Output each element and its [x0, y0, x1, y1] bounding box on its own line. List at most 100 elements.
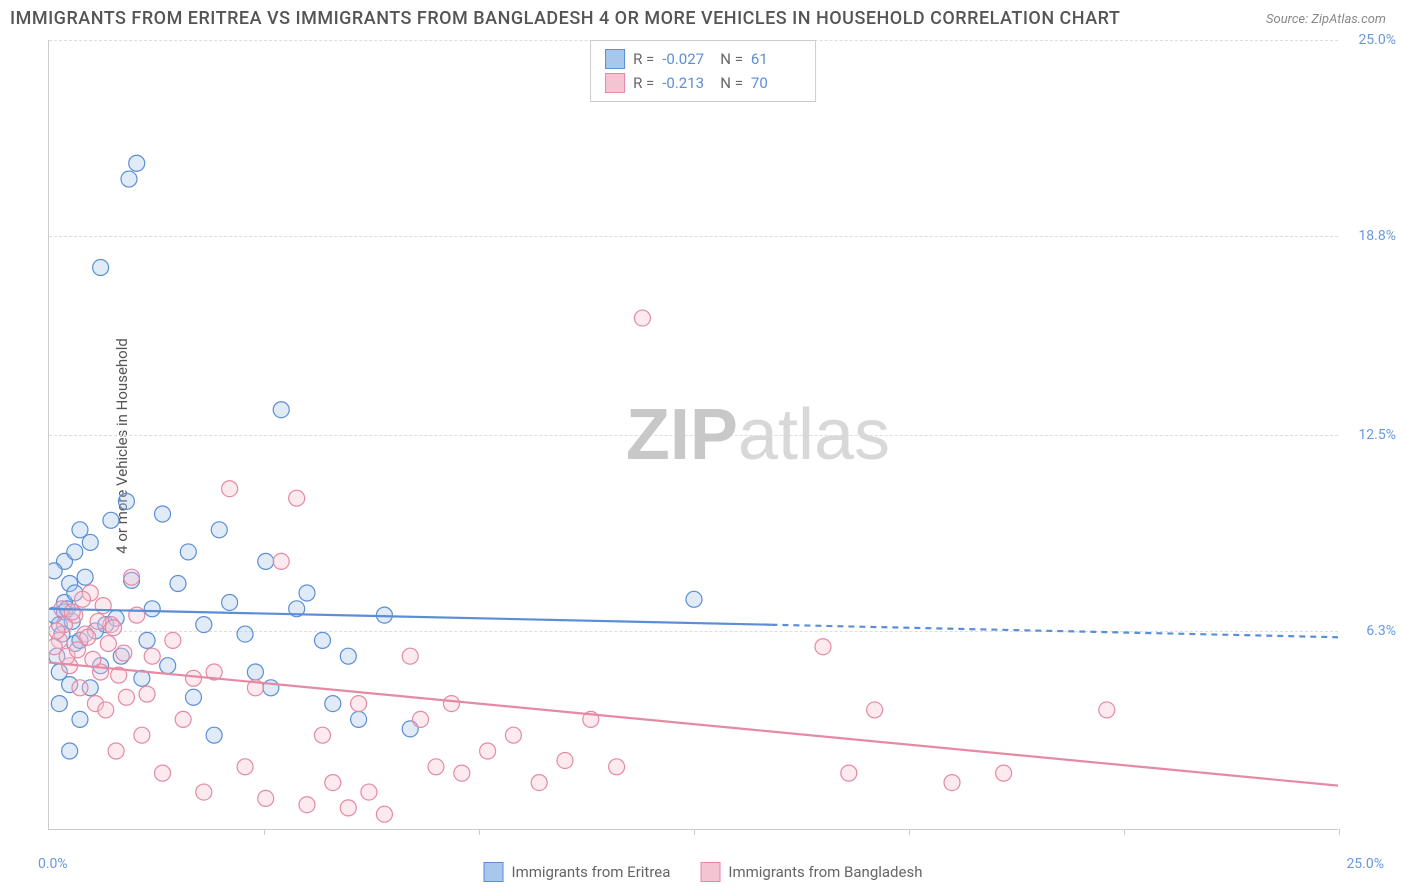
scatter-point — [72, 522, 88, 538]
legend-stats-row: R =-0.213N =70 — [605, 71, 801, 95]
scatter-point — [557, 752, 573, 768]
scatter-point — [273, 553, 289, 569]
legend-series-item: Immigrants from Bangladesh — [700, 862, 922, 882]
scatter-point — [160, 658, 176, 674]
scatter-point — [314, 632, 330, 648]
scatter-point — [51, 696, 67, 712]
scatter-point — [1099, 702, 1115, 718]
scatter-point — [340, 800, 356, 816]
scatter-point — [376, 806, 392, 822]
scatter-point — [944, 775, 960, 791]
scatter-point — [165, 632, 181, 648]
x-tick — [1339, 829, 1340, 835]
scatter-point — [103, 512, 119, 528]
legend-r-label: R = — [633, 47, 654, 71]
scatter-point — [118, 493, 134, 509]
scatter-point — [77, 569, 93, 585]
scatter-point — [815, 639, 831, 655]
legend-swatch — [605, 73, 625, 93]
legend-series-label: Immigrants from Bangladesh — [728, 863, 922, 881]
scatter-point — [211, 522, 227, 538]
legend-series: Immigrants from EritreaImmigrants from B… — [484, 862, 923, 882]
scatter-point — [185, 670, 201, 686]
legend-n-value: 61 — [751, 47, 801, 71]
y-tick-label: 6.3% — [1366, 623, 1396, 639]
scatter-point — [144, 648, 160, 664]
scatter-point — [841, 765, 857, 781]
scatter-point — [124, 569, 140, 585]
scatter-point — [996, 765, 1012, 781]
x-tick — [1124, 829, 1125, 835]
scatter-point — [237, 759, 253, 775]
scatter-point — [428, 759, 444, 775]
scatter-point — [121, 171, 137, 187]
legend-stats: R =-0.027N =61R =-0.213N =70 — [590, 40, 816, 102]
x-max-label: 25.0% — [1346, 856, 1384, 872]
scatter-point — [72, 680, 88, 696]
scatter-point — [299, 585, 315, 601]
scatter-point — [85, 651, 101, 667]
scatter-point — [49, 563, 62, 579]
scatter-point — [361, 784, 377, 800]
scatter-point — [100, 636, 116, 652]
scatter-point — [98, 702, 114, 718]
scatter-point — [129, 155, 145, 171]
scatter-point — [247, 664, 263, 680]
y-tick-label: 18.8% — [1358, 228, 1396, 244]
scatter-point — [108, 743, 124, 759]
plot-area: ZIPatlas 6.3%12.5%18.8%25.0% — [48, 40, 1338, 830]
scatter-point — [75, 591, 91, 607]
scatter-point — [222, 594, 238, 610]
scatter-point — [454, 765, 470, 781]
legend-r-label: R = — [633, 71, 654, 95]
legend-n-value: 70 — [751, 71, 801, 95]
legend-swatch — [700, 862, 720, 882]
legend-r-value: -0.027 — [662, 47, 712, 71]
x-tick — [694, 829, 695, 835]
x-tick — [909, 829, 910, 835]
x-origin-label: 0.0% — [38, 856, 68, 872]
trend-line — [49, 609, 771, 625]
scatter-point — [93, 260, 109, 276]
chart-svg — [49, 40, 1338, 829]
scatter-point — [196, 784, 212, 800]
scatter-point — [106, 620, 122, 636]
scatter-point — [325, 696, 341, 712]
scatter-point — [237, 626, 253, 642]
scatter-point — [443, 696, 459, 712]
scatter-point — [116, 645, 132, 661]
scatter-point — [95, 598, 111, 614]
scatter-point — [402, 648, 418, 664]
legend-swatch — [484, 862, 504, 882]
scatter-point — [139, 632, 155, 648]
scatter-point — [155, 765, 171, 781]
scatter-point — [80, 629, 96, 645]
scatter-point — [185, 689, 201, 705]
scatter-point — [340, 648, 356, 664]
scatter-point — [180, 544, 196, 560]
y-tick-label: 12.5% — [1358, 427, 1396, 443]
y-tick-label: 25.0% — [1358, 32, 1396, 48]
scatter-point — [170, 576, 186, 592]
scatter-point — [325, 775, 341, 791]
scatter-point — [273, 402, 289, 418]
scatter-point — [314, 727, 330, 743]
scatter-point — [413, 711, 429, 727]
scatter-point — [206, 727, 222, 743]
scatter-point — [634, 310, 650, 326]
scatter-point — [480, 743, 496, 759]
scatter-point — [196, 617, 212, 633]
scatter-point — [686, 591, 702, 607]
scatter-point — [175, 711, 191, 727]
scatter-point — [351, 696, 367, 712]
scatter-point — [609, 759, 625, 775]
source-credit: Source: ZipAtlas.com — [1266, 12, 1386, 27]
scatter-point — [67, 544, 83, 560]
scatter-point — [222, 481, 238, 497]
scatter-point — [299, 797, 315, 813]
scatter-point — [72, 711, 88, 727]
legend-stats-row: R =-0.027N =61 — [605, 47, 801, 71]
scatter-point — [134, 727, 150, 743]
scatter-point — [351, 711, 367, 727]
scatter-point — [258, 553, 274, 569]
